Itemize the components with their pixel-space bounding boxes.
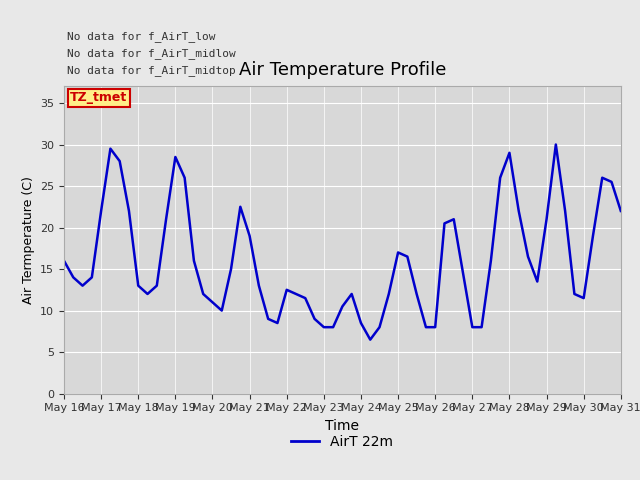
Text: TZ_tmet: TZ_tmet bbox=[70, 91, 127, 104]
X-axis label: Time: Time bbox=[325, 419, 360, 433]
Title: Air Temperature Profile: Air Temperature Profile bbox=[239, 61, 446, 79]
Text: No data for f_AirT_midlow: No data for f_AirT_midlow bbox=[67, 48, 236, 59]
Y-axis label: Air Termperature (C): Air Termperature (C) bbox=[22, 176, 35, 304]
Text: No data for f_AirT_midtop: No data for f_AirT_midtop bbox=[67, 65, 236, 76]
Legend: AirT 22m: AirT 22m bbox=[286, 429, 399, 454]
Text: No data for f_AirT_low: No data for f_AirT_low bbox=[67, 31, 215, 42]
